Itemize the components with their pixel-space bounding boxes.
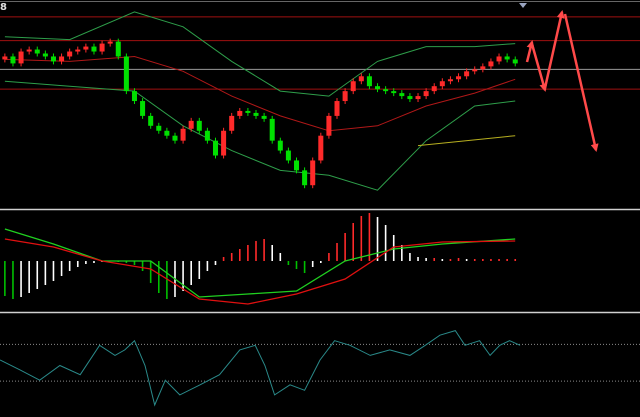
candle-body bbox=[399, 93, 405, 97]
candle-body bbox=[188, 120, 194, 129]
candle-body bbox=[512, 59, 518, 64]
candle-body bbox=[237, 110, 243, 116]
candle-body bbox=[99, 43, 105, 52]
overlay-line bbox=[417, 135, 516, 147]
plots bbox=[0, 11, 640, 407]
candle-body bbox=[107, 41, 113, 44]
candle-body bbox=[2, 56, 8, 60]
candle-body bbox=[391, 91, 397, 94]
candle-body bbox=[131, 91, 137, 102]
candle-body bbox=[383, 89, 389, 92]
candle-body bbox=[496, 56, 502, 62]
candle-body bbox=[366, 76, 372, 87]
candle-body bbox=[407, 96, 413, 100]
candle-body bbox=[415, 96, 421, 100]
candle-body bbox=[172, 135, 178, 141]
candle-body bbox=[472, 69, 478, 72]
candle-body bbox=[221, 130, 227, 156]
candle-body bbox=[447, 79, 453, 82]
overlay-line bbox=[4, 80, 516, 191]
candle-body bbox=[480, 66, 486, 70]
candle-body bbox=[91, 46, 97, 52]
candle-body bbox=[358, 76, 364, 82]
overlay-line bbox=[4, 55, 516, 132]
projection-arrows bbox=[525, 10, 599, 152]
candle-body bbox=[326, 115, 332, 136]
candle-body bbox=[50, 56, 56, 62]
candle-body bbox=[423, 91, 429, 97]
candle-body bbox=[456, 76, 462, 80]
candle-body bbox=[140, 101, 146, 116]
candle-body bbox=[123, 56, 129, 92]
candle-body bbox=[302, 170, 308, 186]
candle-body bbox=[34, 49, 40, 54]
candle-body bbox=[350, 81, 356, 92]
candle-body bbox=[212, 140, 219, 156]
candle-body bbox=[253, 112, 259, 116]
candle-body bbox=[439, 81, 445, 87]
candle-body bbox=[375, 86, 381, 90]
candle-body bbox=[148, 115, 154, 126]
candle-body bbox=[342, 91, 348, 102]
candle-body bbox=[156, 125, 162, 131]
candle-body bbox=[504, 56, 510, 60]
macd-line bbox=[4, 238, 516, 305]
candle-body bbox=[334, 101, 340, 116]
header-text: 8 bbox=[0, 2, 7, 13]
candle-body bbox=[67, 51, 73, 57]
candle-body bbox=[277, 140, 283, 151]
overlay-line bbox=[4, 11, 516, 97]
arrow bbox=[530, 43, 548, 92]
candle-body bbox=[229, 115, 235, 131]
scroll-marker bbox=[519, 3, 527, 8]
candle-body bbox=[164, 130, 170, 136]
candle-body bbox=[261, 115, 267, 119]
arrow bbox=[543, 10, 565, 89]
candle-body bbox=[180, 128, 186, 141]
candle-body bbox=[196, 120, 202, 131]
macd-line bbox=[4, 228, 516, 298]
candle-body bbox=[59, 56, 65, 62]
candle-body bbox=[83, 46, 89, 50]
candle-body bbox=[10, 56, 16, 64]
candle-body bbox=[115, 41, 121, 57]
candle-body bbox=[204, 130, 210, 141]
candle-body bbox=[42, 53, 48, 57]
candle-body bbox=[488, 61, 494, 67]
candle-body bbox=[75, 49, 81, 52]
candle-body bbox=[293, 160, 300, 171]
oscillator-line bbox=[0, 330, 521, 407]
arrow bbox=[563, 13, 599, 152]
candle-body bbox=[269, 118, 275, 141]
candle-body bbox=[431, 86, 437, 92]
candle-body bbox=[26, 49, 32, 52]
candle-body bbox=[245, 110, 251, 113]
candle-body bbox=[285, 150, 291, 161]
candle-body bbox=[18, 51, 24, 64]
candle-body bbox=[464, 71, 470, 77]
candle-body bbox=[318, 135, 324, 161]
candle-body bbox=[310, 160, 316, 186]
